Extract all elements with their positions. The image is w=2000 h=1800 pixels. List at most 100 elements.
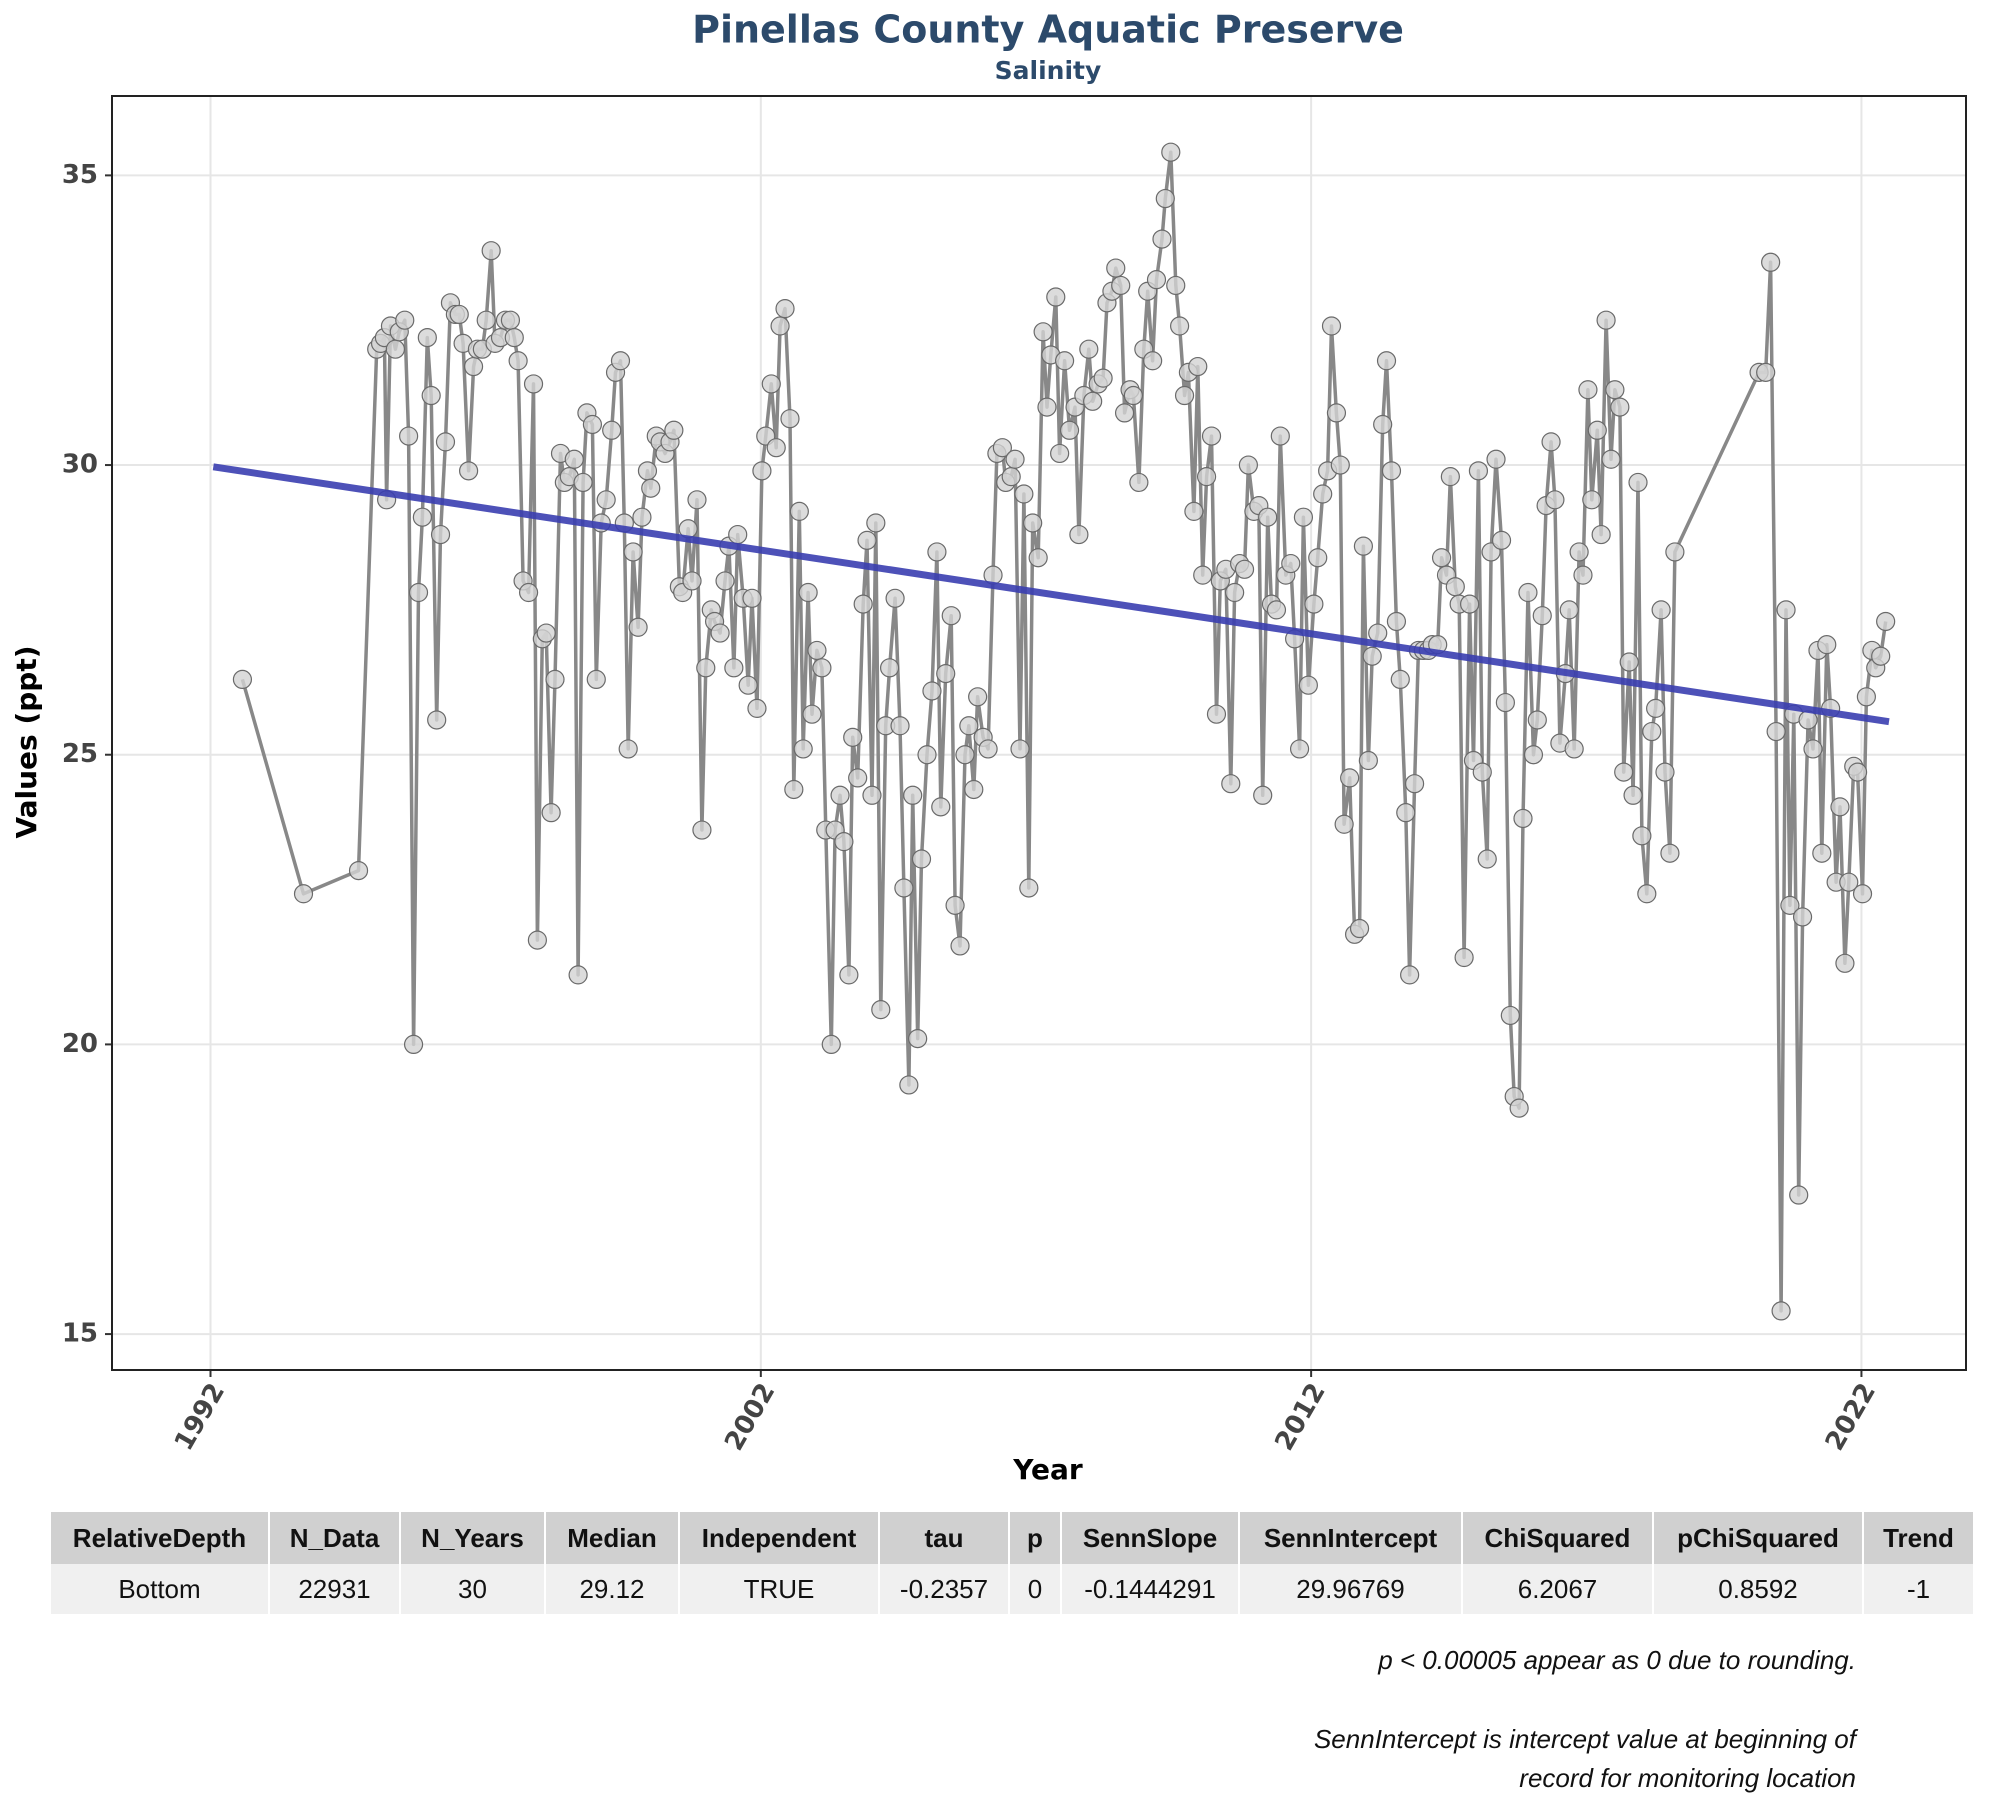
data-point bbox=[1033, 322, 1053, 342]
data-point bbox=[1152, 229, 1172, 249]
column-header: tau bbox=[879, 1512, 1010, 1564]
data-point bbox=[476, 310, 496, 330]
data-point bbox=[1313, 484, 1333, 504]
data-point bbox=[1340, 768, 1360, 788]
chart-subtitle: Salinity bbox=[995, 56, 1102, 85]
data-point bbox=[1234, 559, 1255, 579]
x-tick-label: 2002 bbox=[719, 1378, 781, 1456]
data-point bbox=[802, 704, 822, 724]
data-point bbox=[1817, 635, 1837, 655]
data-point bbox=[724, 658, 744, 678]
data-point bbox=[632, 507, 652, 527]
data-point bbox=[481, 241, 501, 261]
data-point bbox=[1028, 548, 1048, 568]
data-point bbox=[848, 768, 868, 788]
data-point bbox=[536, 623, 556, 643]
y-axis-label: Values (ppt) bbox=[10, 645, 43, 838]
data-point bbox=[641, 478, 661, 498]
note: record for monitoring location bbox=[1519, 1763, 1856, 1793]
data-point bbox=[1486, 449, 1506, 469]
data-point bbox=[1001, 467, 1021, 487]
data-point bbox=[1170, 316, 1190, 336]
data-point bbox=[1174, 385, 1195, 406]
column-header: N_Data bbox=[269, 1512, 401, 1564]
data-point bbox=[1106, 258, 1126, 278]
chart: Pinellas County Aquatic Preserve Salinit… bbox=[10, 8, 1967, 1480]
data-point bbox=[1665, 542, 1685, 562]
data-point bbox=[1518, 582, 1538, 603]
column-header: RelativeDepth bbox=[51, 1512, 270, 1564]
data-point bbox=[596, 490, 616, 510]
data-point bbox=[1440, 467, 1460, 487]
data-point bbox=[1812, 843, 1832, 863]
data-point bbox=[1225, 582, 1245, 603]
data-point bbox=[1023, 513, 1043, 533]
x-tick-label: 2022 bbox=[1820, 1378, 1882, 1456]
table-cell: 22931 bbox=[269, 1564, 401, 1614]
table-cell: Bottom bbox=[51, 1564, 270, 1614]
data-point bbox=[430, 524, 451, 545]
table-cell: 0.8592 bbox=[1653, 1564, 1864, 1614]
data-point bbox=[1123, 385, 1143, 406]
data-point bbox=[1166, 275, 1186, 296]
data-point bbox=[523, 374, 544, 394]
data-point bbox=[1587, 420, 1607, 440]
data-point bbox=[232, 669, 253, 690]
data-point bbox=[1623, 785, 1643, 805]
data-point bbox=[1326, 403, 1347, 423]
data-point bbox=[427, 710, 447, 730]
data-point bbox=[992, 438, 1013, 458]
data-point bbox=[747, 698, 767, 718]
data-point bbox=[780, 409, 800, 429]
data-point bbox=[1353, 536, 1374, 556]
data-point bbox=[417, 327, 437, 348]
data-point bbox=[1079, 339, 1099, 359]
data-point bbox=[1238, 455, 1258, 475]
table-cell: 0 bbox=[1009, 1564, 1062, 1614]
data-point bbox=[1856, 687, 1876, 707]
data-point bbox=[1358, 750, 1378, 771]
data-point bbox=[950, 936, 970, 956]
data-point bbox=[1651, 600, 1671, 620]
data-point bbox=[1146, 270, 1167, 290]
data-point bbox=[1368, 623, 1388, 643]
column-header: SennSlope bbox=[1061, 1512, 1240, 1564]
data-point bbox=[936, 664, 956, 684]
data-point bbox=[879, 658, 900, 678]
data-point bbox=[1005, 449, 1025, 469]
data-point bbox=[518, 582, 539, 603]
data-point bbox=[1298, 675, 1318, 695]
data-point bbox=[1527, 710, 1547, 730]
data-point bbox=[395, 310, 415, 330]
data-point bbox=[1839, 872, 1859, 892]
data-point bbox=[1642, 721, 1662, 742]
data-point bbox=[766, 438, 786, 458]
data-point bbox=[1404, 774, 1425, 794]
data-point bbox=[1468, 461, 1489, 481]
data-point bbox=[1155, 188, 1175, 209]
data-point bbox=[1582, 490, 1602, 510]
table-cell: 6.2067 bbox=[1462, 1564, 1654, 1614]
data-point bbox=[1206, 704, 1227, 724]
data-point bbox=[500, 310, 521, 330]
data-point bbox=[1761, 252, 1781, 272]
note: SennIntercept is intercept value at begi… bbox=[1313, 1724, 1856, 1754]
data-point bbox=[1129, 472, 1149, 493]
data-point bbox=[1308, 548, 1328, 568]
data-point bbox=[1628, 472, 1648, 493]
data-point bbox=[1376, 351, 1397, 371]
data-point bbox=[1835, 953, 1855, 973]
data-point bbox=[1491, 530, 1512, 550]
data-point bbox=[862, 785, 882, 805]
data-point bbox=[1596, 310, 1616, 330]
data-point bbox=[775, 299, 795, 319]
data-point bbox=[1161, 142, 1181, 162]
data-point bbox=[1776, 600, 1796, 620]
data-point bbox=[911, 849, 932, 869]
data-point bbox=[866, 513, 886, 533]
data-point bbox=[348, 860, 369, 881]
data-point bbox=[1334, 814, 1354, 834]
data-point bbox=[1569, 542, 1589, 562]
data-point bbox=[1188, 356, 1208, 377]
